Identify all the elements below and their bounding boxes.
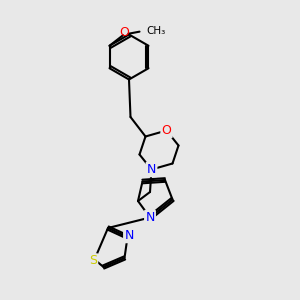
Text: O: O <box>162 124 171 137</box>
Text: N: N <box>147 163 156 176</box>
Text: S: S <box>89 254 97 268</box>
Text: CH₃: CH₃ <box>146 26 165 36</box>
Text: N: N <box>124 229 134 242</box>
Text: O: O <box>120 26 130 39</box>
Text: N: N <box>145 211 155 224</box>
